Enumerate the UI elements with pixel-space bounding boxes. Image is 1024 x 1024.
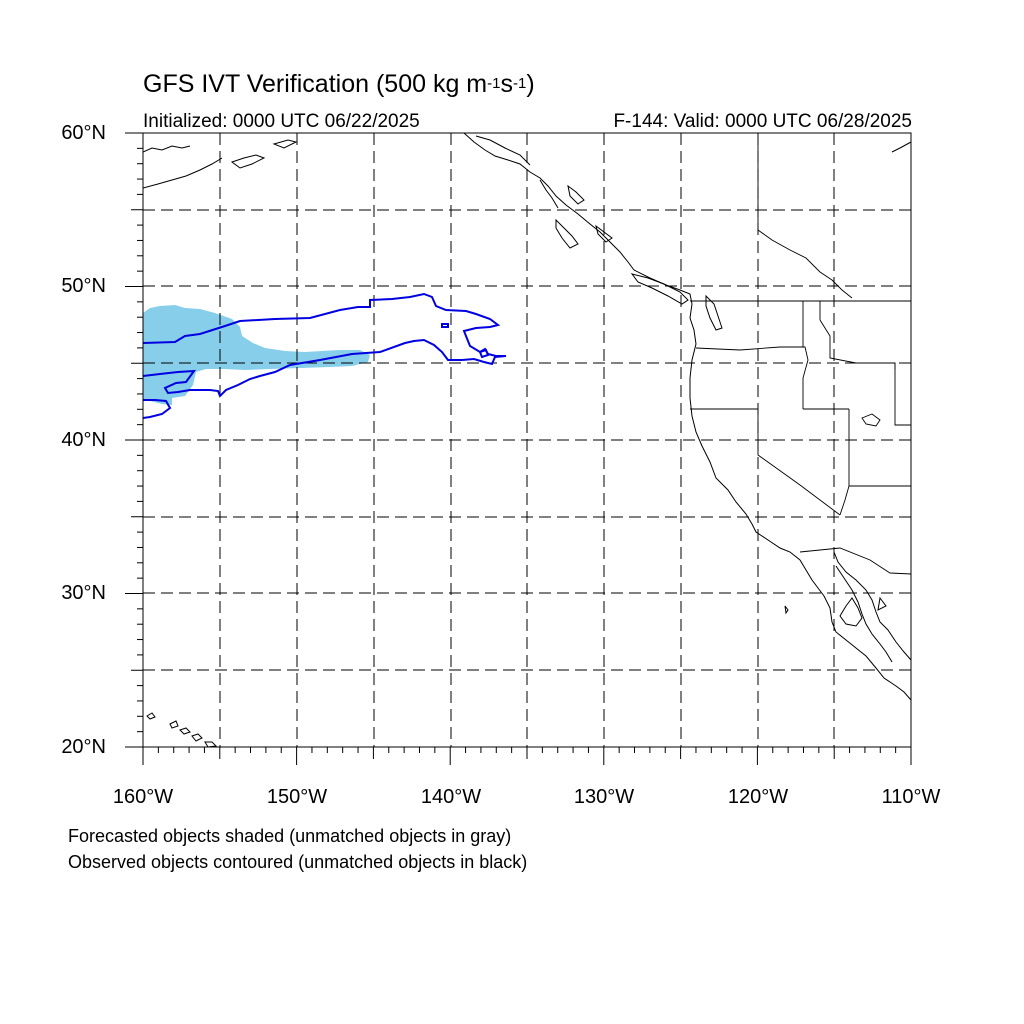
initialized-time: Initialized: 0000 UTC 06/22/2025	[143, 111, 420, 132]
us-mexico-border	[799, 547, 911, 575]
lon-label-140w: 140°W	[420, 786, 482, 808]
political-boundaries	[690, 133, 911, 575]
observed-ivt-contour	[143, 292, 507, 398]
footer-note-forecast: Forecasted objects shaded (unmatched obj…	[68, 826, 512, 846]
axis-ticks	[125, 132, 912, 765]
lon-label-110w: 110°W	[881, 786, 941, 808]
valid-time: F-144: Valid: 0000 UTC 06/28/2025	[613, 111, 912, 132]
lat-label-30: 30°N	[61, 582, 106, 604]
map-title: GFS IVT Verification (500 kg m-1s-1)	[143, 70, 535, 98]
west-coast-coastline	[463, 133, 911, 701]
lon-label-160w: 160°W	[112, 786, 174, 808]
graticule	[143, 133, 911, 747]
forecast-ivt-object	[143, 305, 370, 405]
lat-label-50: 50°N	[61, 275, 106, 297]
lon-label-130w: 130°W	[573, 786, 635, 808]
lon-label-120w: 120°W	[727, 786, 789, 808]
baja-california-coastline	[833, 551, 911, 661]
footer-note-observed: Observed objects contoured (unmatched ob…	[68, 852, 528, 872]
hawaii-islands	[146, 712, 156, 720]
coastlines	[143, 133, 911, 747]
forecast-objects	[143, 305, 370, 405]
lat-label-40: 40°N	[61, 429, 106, 451]
lon-label-150w: 150°W	[266, 786, 328, 808]
lat-label-60: 60°N	[61, 122, 106, 144]
alaska-canada-border	[757, 133, 853, 299]
lat-label-20: 20°N	[61, 736, 106, 758]
observed-objects	[143, 292, 507, 419]
